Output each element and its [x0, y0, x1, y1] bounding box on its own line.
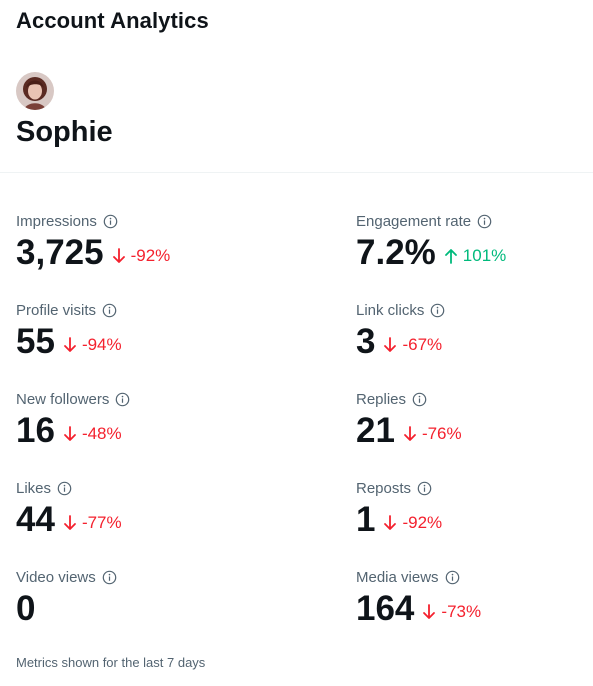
metric-media-views: Media views 164 -73% — [356, 567, 593, 656]
metric-change: -67% — [383, 335, 442, 355]
metric-profile-visits: Profile visits 55 -94% — [16, 300, 356, 389]
metric-label: Replies — [356, 390, 407, 408]
metric-value-row: 55 -94% — [16, 321, 356, 363]
metric-value-row: 1 -92% — [356, 499, 593, 541]
metric-change: 101% — [444, 246, 506, 266]
metric-value-row: 0 — [16, 588, 356, 630]
metric-engagement-rate: Engagement rate 7.2% 101% — [356, 211, 593, 300]
metrics-grid: Impressions 3,725 -92% Engagement rate 7.2% 1… — [16, 211, 593, 656]
metric-label: Link clicks — [356, 301, 425, 319]
info-icon[interactable] — [115, 392, 130, 407]
info-icon[interactable] — [412, 392, 427, 407]
metric-value-row: 3,725 -92% — [16, 232, 356, 274]
metric-change: -48% — [63, 424, 122, 444]
metric-new-followers: New followers 16 -48% — [16, 389, 356, 478]
footnote: Metrics shown for the last 7 days — [16, 655, 206, 670]
metric-value: 55 — [16, 322, 55, 361]
metric-value-row: 21 -76% — [356, 410, 593, 452]
metric-label-row: Media views — [356, 567, 593, 587]
metric-change-value: -67% — [402, 335, 443, 354]
metric-label: Video views — [16, 568, 96, 586]
metric-likes: Likes 44 -77% — [16, 478, 356, 567]
metric-value-row: 44 -77% — [16, 499, 356, 541]
metric-value-row: 7.2% 101% — [356, 232, 593, 274]
metric-change: -92% — [383, 513, 442, 533]
metric-label-row: Likes — [16, 478, 356, 498]
metric-label-row: Engagement rate — [356, 211, 593, 231]
metric-video-views: Video views 0 — [16, 567, 356, 656]
metric-change: -73% — [422, 602, 481, 622]
metric-label: Media views — [356, 568, 439, 586]
metric-change-value: -92% — [402, 513, 443, 532]
arrow-down-icon — [422, 604, 436, 620]
metric-value: 7.2% — [356, 233, 436, 272]
metric-value: 21 — [356, 411, 395, 450]
metric-impressions: Impressions 3,725 -92% — [16, 211, 356, 300]
info-icon[interactable] — [430, 303, 445, 318]
metric-value-row: 16 -48% — [16, 410, 356, 452]
page-title: Account Analytics — [16, 8, 209, 33]
metric-change-value: -48% — [81, 424, 122, 443]
arrow-down-icon — [383, 337, 397, 353]
info-icon[interactable] — [445, 570, 460, 585]
info-icon[interactable] — [102, 570, 117, 585]
arrow-up-icon — [444, 248, 458, 264]
metric-value: 44 — [16, 500, 55, 539]
info-icon[interactable] — [477, 214, 492, 229]
metric-label: Engagement rate — [356, 212, 472, 230]
info-icon[interactable] — [103, 214, 118, 229]
metric-label-row: Video views — [16, 567, 356, 587]
metric-value: 3 — [356, 322, 376, 361]
metric-change: -92% — [112, 246, 171, 266]
metric-change: -77% — [63, 513, 122, 533]
metric-label-row: Replies — [356, 389, 593, 409]
metric-reposts: Reposts 1 -92% — [356, 478, 593, 567]
metric-value: 0 — [16, 589, 36, 628]
arrow-down-icon — [112, 248, 126, 264]
metric-label: New followers — [16, 390, 110, 408]
arrow-down-icon — [63, 337, 77, 353]
metric-label: Profile visits — [16, 301, 97, 319]
metric-change: -94% — [63, 335, 122, 355]
divider — [0, 172, 593, 173]
arrow-down-icon — [63, 515, 77, 531]
metric-label: Likes — [16, 479, 52, 497]
user-name: Sophie — [16, 116, 113, 148]
metric-value: 164 — [356, 589, 415, 628]
metric-value-row: 3 -67% — [356, 321, 593, 363]
metric-replies: Replies 21 -76% — [356, 389, 593, 478]
avatar[interactable] — [16, 72, 54, 110]
metric-value: 3,725 — [16, 233, 104, 272]
metric-label: Reposts — [356, 479, 412, 497]
metric-label: Impressions — [16, 212, 97, 230]
arrow-down-icon — [63, 426, 77, 442]
user-avatar-icon — [16, 72, 54, 110]
metric-value-row: 164 -73% — [356, 588, 593, 630]
metric-change-value: -76% — [421, 424, 462, 443]
metric-label-row: Profile visits — [16, 300, 356, 320]
metric-change-value: -77% — [81, 513, 122, 532]
metric-change: -76% — [403, 424, 462, 444]
info-icon[interactable] — [102, 303, 117, 318]
metric-change-value: -94% — [81, 335, 122, 354]
metric-label-row: Link clicks — [356, 300, 593, 320]
metric-label-row: Reposts — [356, 478, 593, 498]
arrow-down-icon — [383, 515, 397, 531]
metric-label-row: Impressions — [16, 211, 356, 231]
metric-value: 1 — [356, 500, 376, 539]
info-icon[interactable] — [57, 481, 72, 496]
metric-change-value: -73% — [441, 602, 482, 621]
metric-value: 16 — [16, 411, 55, 450]
arrow-down-icon — [403, 426, 417, 442]
metric-link-clicks: Link clicks 3 -67% — [356, 300, 593, 389]
info-icon[interactable] — [417, 481, 432, 496]
metric-label-row: New followers — [16, 389, 356, 409]
metric-change-value: -92% — [130, 246, 171, 265]
metric-change-value: 101% — [462, 246, 507, 265]
